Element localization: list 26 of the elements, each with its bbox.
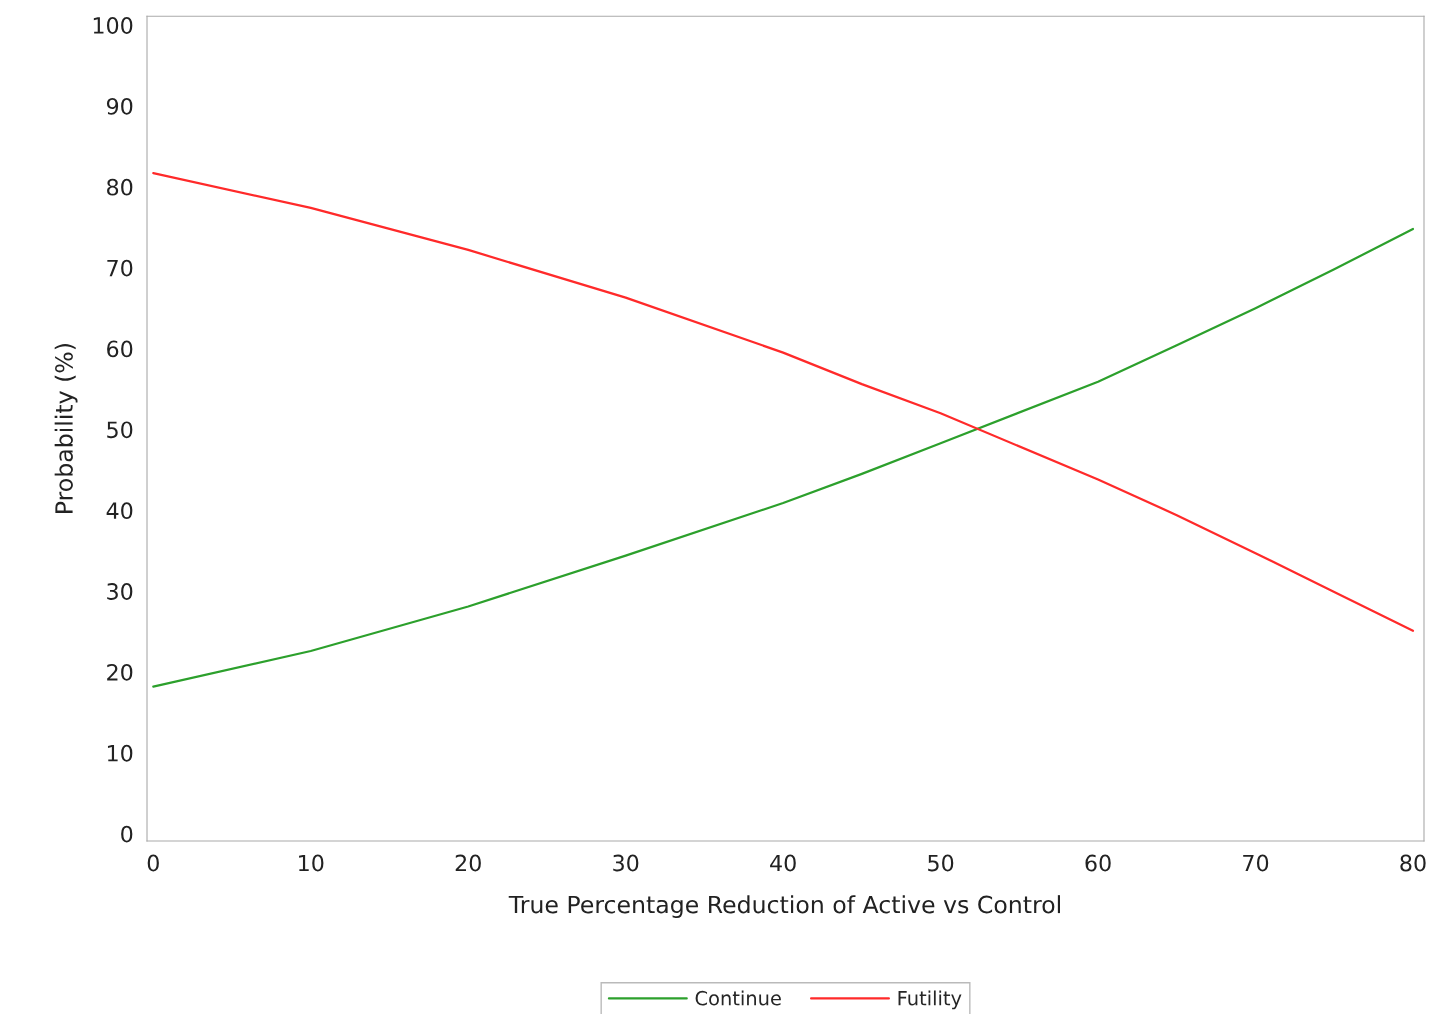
y-axis-title: Probability (%) (54, 344, 78, 513)
x-tick-label: 70 (1243, 854, 1269, 872)
x-axis-title: True Percentage Reduction of Active vs Control (508, 895, 1060, 919)
y-tick-label: 40 (106, 502, 133, 520)
x-tick-label: 30 (613, 854, 639, 872)
y-tick-label: 20 (107, 663, 133, 681)
x-tick-label: 20 (455, 854, 481, 872)
legend-label: Futility (898, 990, 962, 1010)
y-tick-label: 50 (107, 421, 133, 439)
x-tick-label: 60 (1085, 854, 1111, 872)
y-tick-label: 80 (107, 178, 133, 196)
y-tick-label: 90 (106, 97, 133, 115)
x-tick-label: 50 (928, 854, 954, 872)
x-tick-label: 40 (770, 854, 796, 872)
line-series (152, 171, 1415, 632)
x-tick-label: 10 (299, 854, 324, 872)
y-tick-label: 30 (107, 583, 133, 600)
x-tick-label: 0 (147, 854, 159, 872)
x-tick-label: 80 (1400, 854, 1426, 872)
legend-label: Continue (695, 990, 781, 1006)
y-tick-label: 60 (107, 340, 133, 358)
y-tick-label: 10 (107, 744, 133, 762)
y-tick-label: 100 (93, 17, 133, 34)
line-series (152, 227, 1415, 688)
y-tick-label: 0 (121, 825, 133, 843)
y-tick-label: 70 (107, 259, 133, 277)
